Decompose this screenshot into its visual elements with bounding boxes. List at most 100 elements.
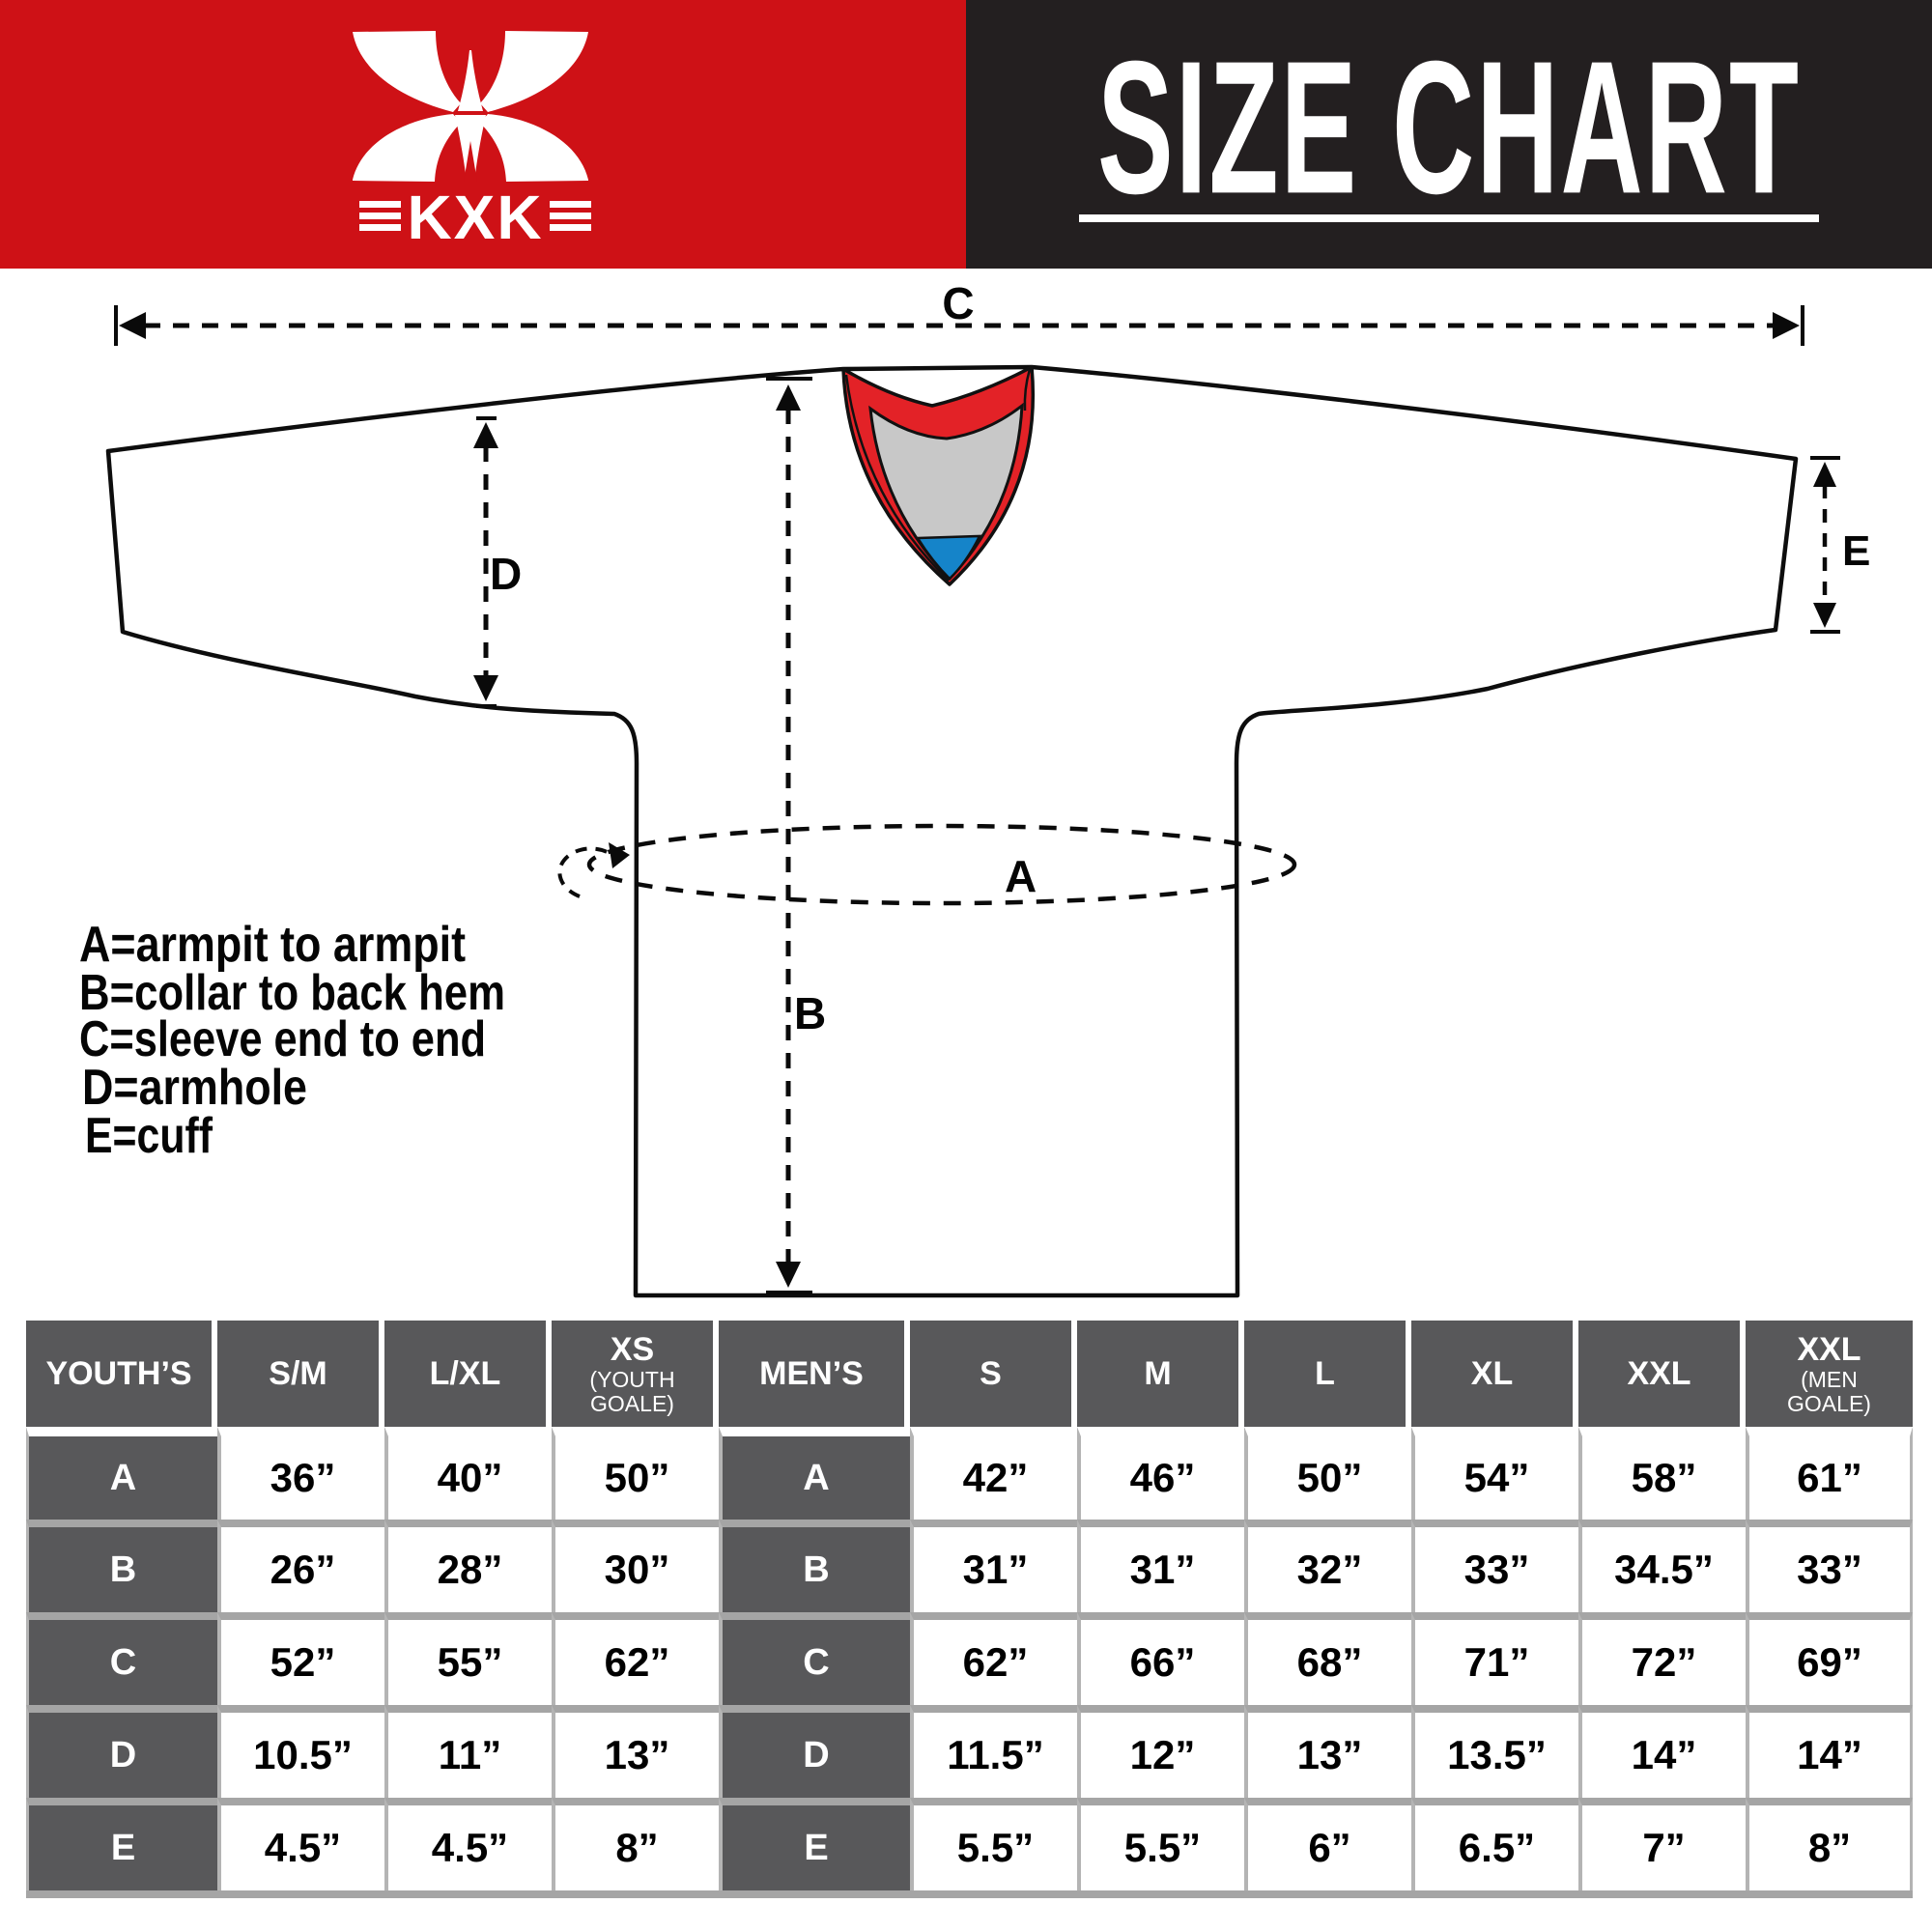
size-value-C-6: 66” xyxy=(1077,1612,1244,1705)
size-value-A-2: 40” xyxy=(384,1427,552,1520)
measure-ellipse-a-arrowhead xyxy=(609,842,630,868)
collar-inner xyxy=(868,402,1024,582)
size-value-E-10: 8” xyxy=(1746,1798,1913,1890)
size-value-B-2: 28” xyxy=(384,1520,552,1612)
logo-x-top-left-petal xyxy=(353,31,461,112)
column-header-6: M xyxy=(1077,1321,1244,1427)
logo-left-bars xyxy=(359,224,401,231)
column-header-0: YOUTH’S xyxy=(26,1321,217,1427)
column-header-label: L xyxy=(1315,1354,1335,1392)
title-panel: SIZE CHART xyxy=(966,0,1932,269)
row-label-C-men: C xyxy=(719,1612,910,1705)
size-value-C-1: 52” xyxy=(217,1612,384,1705)
size-value-E-1: 4.5” xyxy=(217,1798,384,1890)
size-value-D-9: 14” xyxy=(1578,1705,1746,1798)
measure-label-e: E xyxy=(1842,527,1870,575)
size-value-B-5: 31” xyxy=(910,1520,1077,1612)
size-value-C-3: 62” xyxy=(552,1612,719,1705)
logo-arch-notch xyxy=(464,141,477,182)
size-value-E-8: 6.5” xyxy=(1411,1798,1578,1890)
column-header-3: XS (YOUTH GOALE) xyxy=(552,1321,719,1427)
measure-ellipse-a-curl xyxy=(557,846,618,898)
size-value-A-1: 36” xyxy=(217,1427,384,1520)
measure-label-b: B xyxy=(794,988,826,1038)
size-value-A-7: 50” xyxy=(1244,1427,1411,1520)
column-header-5: S xyxy=(910,1321,1077,1427)
size-value-D-10: 14” xyxy=(1746,1705,1913,1798)
legend-line: E=cuff xyxy=(85,1108,213,1164)
row-label-A-youth: A xyxy=(26,1427,217,1520)
row-label-B-youth: B xyxy=(26,1520,217,1612)
logo-x-top-tongue xyxy=(458,50,483,111)
size-table: YOUTH’S S/M L/XL XS (YOUTH GOALE) MEN’S S M L XL X… xyxy=(26,1321,1913,1898)
size-value-A-6: 46” xyxy=(1077,1427,1244,1520)
row-label-E-youth: E xyxy=(26,1798,217,1890)
measure-label-c: C xyxy=(942,278,974,328)
size-value-A-3: 50” xyxy=(552,1427,719,1520)
size-value-E-6: 5.5” xyxy=(1077,1798,1244,1890)
column-header-label: XS xyxy=(610,1330,655,1368)
size-value-A-9: 58” xyxy=(1578,1427,1746,1520)
logo-x-bottom-left-petal xyxy=(353,114,461,182)
size-value-C-10: 69” xyxy=(1746,1612,1913,1705)
collar-seam-right xyxy=(1023,368,1032,412)
column-header-2: L/XL xyxy=(384,1321,552,1427)
size-value-E-9: 7” xyxy=(1578,1798,1746,1890)
column-header-label: S xyxy=(980,1354,1002,1392)
page-title: SIZE CHART xyxy=(1097,22,1801,235)
column-header-note: (YOUTH GOALE) xyxy=(589,1366,675,1416)
size-value-A-8: 54” xyxy=(1411,1427,1578,1520)
logo-left-bars xyxy=(359,201,401,208)
column-header-7: L xyxy=(1244,1321,1411,1427)
row-label-B-men: B xyxy=(719,1520,910,1612)
measure-ellipse-a xyxy=(586,823,1297,906)
row-label-D-men: D xyxy=(719,1705,910,1798)
logo-right-bars xyxy=(550,213,591,219)
column-header-label: S/M xyxy=(269,1354,327,1392)
size-value-D-7: 13” xyxy=(1244,1705,1411,1798)
column-header-label: MEN’S xyxy=(759,1354,864,1392)
column-header-1: S/M xyxy=(217,1321,384,1427)
measure-arrow-e xyxy=(1810,456,1840,634)
size-value-D-6: 12” xyxy=(1077,1705,1244,1798)
size-value-C-7: 68” xyxy=(1244,1612,1411,1705)
brand-wordmark: KXK xyxy=(407,183,543,252)
logo-x-top-right-petal xyxy=(480,31,588,112)
size-value-E-7: 6” xyxy=(1244,1798,1411,1890)
column-header-label: M xyxy=(1144,1354,1172,1392)
size-value-C-8: 71” xyxy=(1411,1612,1578,1705)
size-value-D-3: 13” xyxy=(552,1705,719,1798)
column-header-label: XL xyxy=(1470,1354,1514,1392)
row-label-A-men: A xyxy=(719,1427,910,1520)
logo-x-bottom-right-petal xyxy=(480,114,588,182)
size-value-B-8: 33” xyxy=(1411,1520,1578,1612)
measure-label-a: A xyxy=(1005,851,1037,901)
measurement-legend: A=armpit to armpit B=collar to back hem … xyxy=(79,917,505,1164)
column-header-label: XXL xyxy=(1797,1330,1861,1368)
size-value-B-6: 31” xyxy=(1077,1520,1244,1612)
collar-seam-left xyxy=(844,374,950,582)
measure-arrow-c xyxy=(114,305,1804,346)
size-value-B-3: 30” xyxy=(552,1520,719,1612)
size-value-B-10: 33” xyxy=(1746,1520,1913,1612)
column-header-note: (MEN GOALE) xyxy=(1787,1366,1871,1416)
size-value-D-2: 11” xyxy=(384,1705,552,1798)
legend-line: A=armpit to armpit xyxy=(79,917,466,973)
column-header-9: XXL xyxy=(1578,1321,1746,1427)
row-label-D-youth: D xyxy=(26,1705,217,1798)
column-header-4: MEN’S xyxy=(719,1321,910,1427)
legend-line: B=collar to back hem xyxy=(79,965,505,1021)
measure-label-d: D xyxy=(490,549,522,599)
size-value-D-5: 11.5” xyxy=(910,1705,1077,1798)
logo-right-bars xyxy=(550,201,591,208)
row-label-C-youth: C xyxy=(26,1612,217,1705)
measure-arrow-d xyxy=(473,416,498,708)
size-value-D-8: 13.5” xyxy=(1411,1705,1578,1798)
logo-right-bars xyxy=(550,224,591,231)
column-header-label: L/XL xyxy=(429,1354,501,1392)
brand-panel: KXK xyxy=(0,0,966,269)
size-value-A-10: 61” xyxy=(1746,1427,1913,1520)
size-value-C-9: 72” xyxy=(1578,1612,1746,1705)
title-underline xyxy=(1079,214,1819,222)
kxk-logo-icon: KXK xyxy=(353,31,591,252)
